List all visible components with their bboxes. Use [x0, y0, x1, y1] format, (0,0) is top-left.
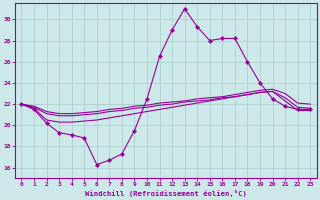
X-axis label: Windchill (Refroidissement éolien,°C): Windchill (Refroidissement éolien,°C)	[85, 190, 247, 197]
